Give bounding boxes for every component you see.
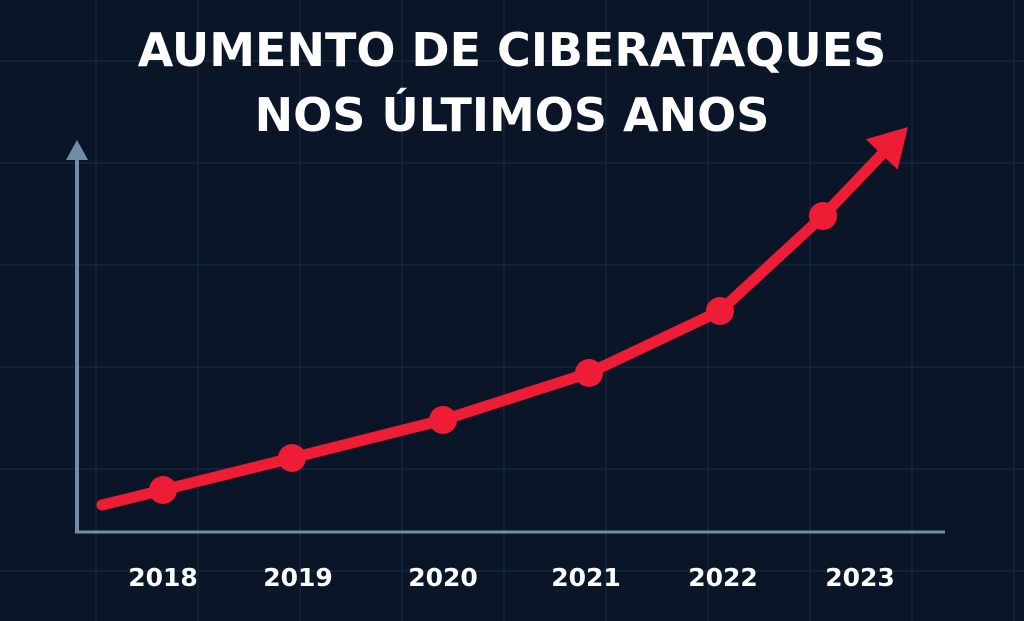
data-point-2018 bbox=[149, 476, 177, 504]
data-point-2020 bbox=[429, 406, 457, 434]
x-tick-label: 2019 bbox=[263, 563, 333, 592]
data-point-2019 bbox=[278, 444, 306, 472]
x-tick-label: 2018 bbox=[128, 563, 198, 592]
x-tick-label: 2021 bbox=[551, 563, 621, 592]
trend-arrowhead-icon bbox=[865, 127, 908, 170]
trend-line bbox=[96, 148, 888, 511]
y-axis bbox=[66, 140, 88, 532]
x-tick-labels: 2018 2019 2020 2021 2022 2023 bbox=[128, 563, 895, 592]
y-axis-arrow-icon bbox=[66, 140, 88, 160]
x-tick-label: 2022 bbox=[688, 563, 758, 592]
x-tick-label: 2023 bbox=[825, 563, 895, 592]
chart-title-line-1: AUMENTO DE CIBERATAQUES bbox=[138, 23, 887, 77]
series-line bbox=[96, 127, 908, 511]
data-point-2022 bbox=[706, 297, 734, 325]
chart-title-line-2: NOS ÚLTIMOS ANOS bbox=[255, 88, 770, 142]
data-point-2023 bbox=[809, 202, 837, 230]
x-tick-label: 2020 bbox=[408, 563, 478, 592]
data-point-2021 bbox=[575, 359, 603, 387]
